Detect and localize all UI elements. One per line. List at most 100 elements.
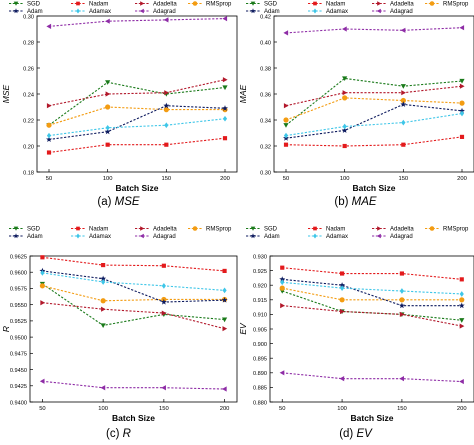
chart-panel-2: 0.30 0.32 0.34 0.36 0.38 0.40 0.42 50 100 150 200 B… [238,1,474,208]
data-point-adam [339,282,346,288]
series-line-nadam [285,136,463,147]
x-tick-label: 150 [398,176,408,182]
data-point-adagrad [221,386,227,392]
data-point-adagrad [342,26,347,32]
x-tick-label: 200 [457,406,467,412]
chart-panel-1: 0.18 0.20 0.22 0.24 0.26 0.28 0.30 50 100 150 200 B… [1,1,238,208]
y-tick-label: 0.22 [23,118,34,124]
y-axis-label: MSE [1,84,11,103]
data-point-rmsprop [100,298,106,304]
legend-marker-adam [13,233,19,239]
legend-marker-nadam [313,1,317,6]
y-tick-label: 0.9575 [10,287,27,293]
y-tick-label: 0.28 [23,40,34,46]
legend-marker-adagrad [139,233,144,239]
caption-label: (a) [97,196,111,208]
x-tick-label: 150 [159,406,169,412]
y-tick-label: 0.930 [253,254,267,260]
data-point-sgd [100,323,106,329]
data-point-adam [222,105,228,111]
legend-label-adam: Adam [27,234,43,240]
data-point-adamax [105,124,110,131]
series-line-sgd [42,283,225,327]
y-tick-label: 0.910 [253,313,267,319]
data-point-sgd [105,80,111,85]
data-point-sgd [283,123,289,128]
data-point-rmsprop [283,117,289,123]
caption-label: (c) [106,428,120,440]
x-tick-label: 200 [220,176,230,182]
data-point-sgd [400,84,406,89]
data-point-nadam [342,143,347,149]
legend-label-adamax: Adamax [326,9,348,15]
series-line-adam [285,103,463,139]
legend-marker-nadam [76,1,80,6]
chart-panel-3: 0.9400 0.9425 0.9450 0.9475 0.9500 0.9525 0.95… [1,226,238,440]
data-point-sgd [342,76,348,81]
data-point-adadelta [40,300,46,306]
legend-label-adamax: Adamax [89,234,111,240]
series-line-adamax [285,112,463,137]
caption-variable: MSE [115,196,140,208]
data-point-adadelta [46,103,52,109]
data-point-rmsprop [459,297,465,303]
data-point-rmsprop [399,297,405,303]
series-line-sgd [48,81,226,126]
data-point-adam [459,107,465,114]
y-tick-label: 0.18 [23,170,34,176]
series-line-adadelta [48,79,226,107]
data-point-adagrad [279,370,285,376]
data-point-adadelta [399,311,405,317]
data-point-adagrad [163,17,169,23]
legend-label-adam: Adam [264,234,280,240]
legend-marker-sgd [250,1,256,6]
data-point-nadam [283,142,289,147]
data-point-adagrad [161,385,166,391]
data-point-adam [458,302,465,309]
data-point-adam [221,297,228,303]
data-point-nadam [280,265,285,270]
y-axis-label: R [1,326,11,332]
data-point-adagrad [339,376,345,382]
data-point-nadam [164,142,169,147]
data-point-rmsprop [39,283,46,289]
y-tick-label: 0.9550 [10,303,27,309]
series-line-adam [42,270,225,303]
legend: SGD Nadam Adadelta RMSprop Adam Adamax Adagrad [9,226,232,240]
legend-marker-adamax [313,233,317,239]
series-line-nadam [42,256,225,272]
data-point-adagrad [105,18,110,24]
data-point-adam [398,302,405,309]
data-point-adam [46,136,52,143]
data-point-adadelta [280,303,285,309]
data-point-rmsprop [163,107,169,113]
x-tick-label: 100 [337,406,347,412]
legend-marker-sgd [13,226,19,231]
legend-label-rmsprop: RMSprop [443,2,469,8]
x-axis-label: Batch Size [116,183,159,193]
legend-marker-adamax [76,8,80,14]
data-point-adam [104,128,111,135]
data-point-nadam [40,255,45,260]
legend-label-rmsprop: RMSprop [443,227,469,233]
data-point-adadelta [161,310,167,316]
legend-label-adamax: Adamax [89,9,111,15]
y-tick-label: 0.9600 [10,271,27,277]
panel-caption: (c) R [106,428,131,440]
data-point-adam [100,275,107,282]
legend-label-sgd: SGD [264,227,278,233]
legend-label-nadam: Nadam [89,2,108,8]
y-tick-label: 0.9400 [10,400,27,406]
legend-label-adagrad: Adagrad [153,9,176,15]
y-tick-label: 0.34 [260,118,271,124]
legend-marker-adamax [313,8,317,14]
plot-area [273,15,474,173]
series-line-adamax [282,281,462,295]
y-tick-label: 0.900 [253,342,267,348]
y-tick-label: 0.925 [253,269,267,275]
y-tick-label: 0.30 [23,14,34,20]
series-line-sgd [285,77,463,126]
y-tick-label: 0.880 [253,400,267,406]
data-point-rmsprop [105,104,111,110]
legend-label-adadelta: Adadelta [390,227,414,233]
